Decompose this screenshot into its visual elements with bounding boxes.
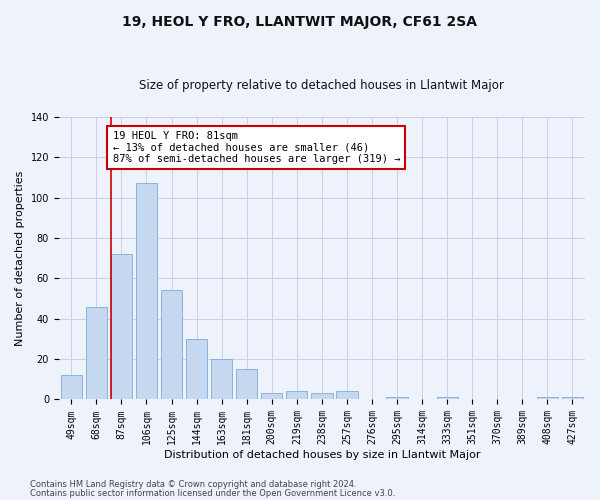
Text: 19, HEOL Y FRO, LLANTWIT MAJOR, CF61 2SA: 19, HEOL Y FRO, LLANTWIT MAJOR, CF61 2SA: [122, 15, 478, 29]
Text: Contains public sector information licensed under the Open Government Licence v3: Contains public sector information licen…: [30, 488, 395, 498]
Bar: [311, 394, 332, 400]
Bar: [261, 394, 283, 400]
Bar: [537, 398, 558, 400]
Bar: [236, 369, 257, 400]
Bar: [86, 306, 107, 400]
Bar: [161, 290, 182, 400]
Bar: [111, 254, 132, 400]
Bar: [562, 398, 583, 400]
Title: Size of property relative to detached houses in Llantwit Major: Size of property relative to detached ho…: [139, 79, 505, 92]
Bar: [61, 375, 82, 400]
Bar: [286, 392, 307, 400]
Text: Contains HM Land Registry data © Crown copyright and database right 2024.: Contains HM Land Registry data © Crown c…: [30, 480, 356, 489]
Bar: [186, 339, 207, 400]
Bar: [136, 184, 157, 400]
Bar: [437, 398, 458, 400]
X-axis label: Distribution of detached houses by size in Llantwit Major: Distribution of detached houses by size …: [164, 450, 480, 460]
Y-axis label: Number of detached properties: Number of detached properties: [15, 170, 25, 346]
Bar: [336, 392, 358, 400]
Bar: [386, 398, 408, 400]
Text: 19 HEOL Y FRO: 81sqm
← 13% of detached houses are smaller (46)
87% of semi-detac: 19 HEOL Y FRO: 81sqm ← 13% of detached h…: [113, 131, 400, 164]
Bar: [211, 359, 232, 400]
